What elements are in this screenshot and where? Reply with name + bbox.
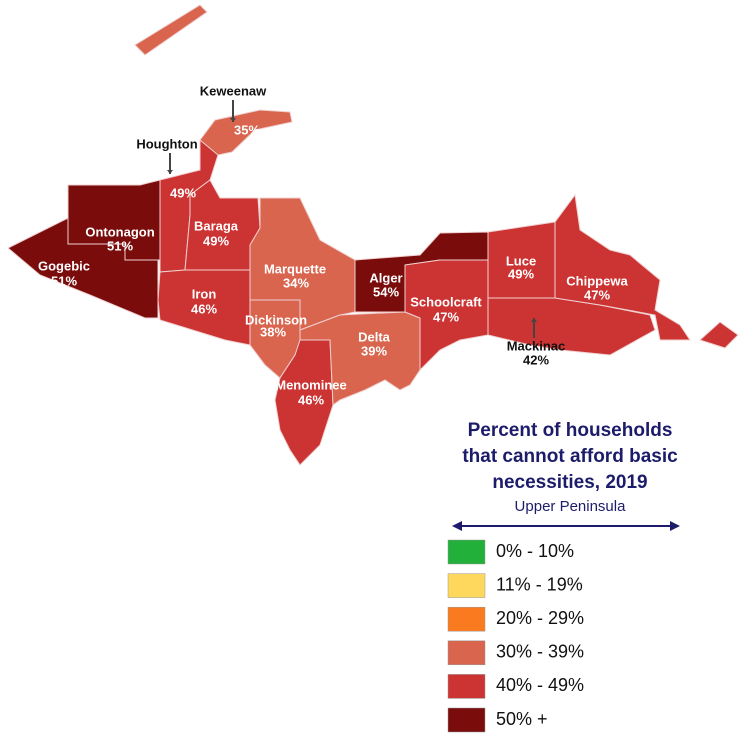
county-shape <box>554 193 691 341</box>
legend-label: 20% - 29% <box>496 608 584 628</box>
county-name: Ontonagon <box>85 224 154 239</box>
county-name: Schoolcraft <box>410 294 482 309</box>
legend-label: 30% - 39% <box>496 642 584 662</box>
county-value: 42% <box>523 352 549 367</box>
county-value: 46% <box>191 301 217 316</box>
legend-swatch <box>447 640 486 666</box>
county-shape <box>404 259 489 372</box>
county-name: Delta <box>358 329 391 344</box>
county-value: 34% <box>283 275 309 290</box>
county-name: Mackinac <box>507 338 566 353</box>
county-labels: Gogebic51%Ontonagon51%Houghton49%Keweena… <box>38 83 628 407</box>
county-shape <box>157 269 251 346</box>
county-value: 54% <box>373 284 399 299</box>
county-name: Keweenaw <box>200 83 267 98</box>
county-value: 47% <box>433 309 459 324</box>
county-name: Marquette <box>264 261 326 276</box>
county-name: Menominee <box>275 377 347 392</box>
county-name: Houghton <box>136 136 197 151</box>
county-value: 51% <box>107 238 133 253</box>
legend-swatch <box>447 707 486 733</box>
county-name: Chippewa <box>566 273 628 288</box>
county-value: 49% <box>203 233 229 248</box>
legend-title: Percent of households that cannot afford… <box>462 420 678 493</box>
county-name: Iron <box>192 286 217 301</box>
county-value: 39% <box>361 343 387 358</box>
legend-swatch <box>447 674 486 699</box>
legend-label: 40% - 49% <box>496 675 584 695</box>
county-value: 47% <box>584 287 610 302</box>
callout-head <box>230 118 236 122</box>
county-value: 49% <box>170 185 196 200</box>
legend-subtitle: Upper Peninsula <box>514 498 626 515</box>
arrow-head <box>452 521 462 531</box>
county-shape <box>699 321 739 349</box>
county-name: Dickinson <box>245 312 307 327</box>
county-shapes <box>7 4 739 466</box>
county-value: 35% <box>234 122 260 137</box>
legend-swatch <box>447 539 486 565</box>
county-shape <box>134 4 208 56</box>
county-shape <box>67 179 161 261</box>
county-shape <box>199 109 293 156</box>
county-name: Luce <box>506 253 536 268</box>
county-value: 46% <box>298 392 324 407</box>
legend-swatch <box>447 606 486 632</box>
county-name: Baraga <box>194 218 239 233</box>
callout-head <box>167 170 173 174</box>
callout-head <box>531 318 537 322</box>
legend-label: 50% + <box>496 709 548 729</box>
county-name: Alger <box>369 270 402 285</box>
legend-swatch <box>447 573 486 598</box>
county-name: Gogebic <box>38 258 90 273</box>
legend-label: 11% - 19% <box>496 574 583 594</box>
legend: 0% - 10% 11% - 19% 20% - 29% 30% - 39% 40% -… <box>447 539 584 733</box>
county-value: 49% <box>508 266 534 281</box>
arrow-head <box>670 521 680 531</box>
county-value: 51% <box>51 273 77 288</box>
county-value: 38% <box>260 324 286 339</box>
legend-label: 0% - 10% <box>496 541 574 561</box>
